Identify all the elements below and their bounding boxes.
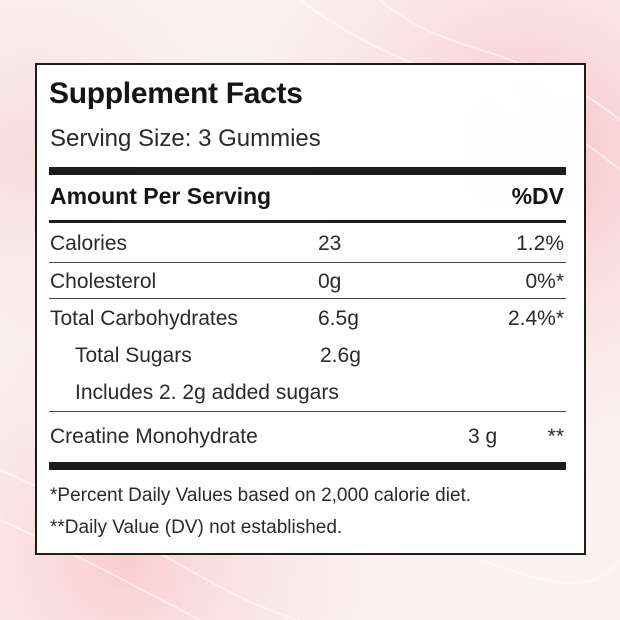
amount-per-serving-header: Amount Per Serving [50, 183, 272, 209]
row-name-total-sugars: Total Sugars [75, 344, 192, 367]
row-name-total-carbohydrates: Total Carbohydrates [50, 307, 238, 330]
row-name-added-sugars: Includes 2. 2g added sugars [75, 381, 339, 404]
row-amount-cholesterol: 0g [318, 270, 342, 293]
supplement-facts-panel: Supplement Facts Serving Size: 3 Gummies… [35, 63, 586, 555]
row-name-cholesterol: Cholesterol [50, 270, 157, 293]
footnote-dv-not-established: **Daily Value (DV) not established. [50, 517, 343, 538]
row-amount-total-sugars: 2.6g [320, 344, 361, 367]
divider-row [49, 298, 566, 299]
divider-thick-bottom [49, 462, 566, 470]
row-amount-calories: 23 [318, 232, 342, 255]
divider-thick-top [49, 167, 566, 175]
serving-size: Serving Size: 3 Gummies [50, 125, 321, 152]
row-amount-total-carbohydrates: 6.5g [318, 307, 359, 330]
label-title: Supplement Facts [49, 77, 303, 110]
footnote-percent-dv: *Percent Daily Values based on 2,000 cal… [50, 485, 472, 506]
dv-header: %DV [511, 183, 564, 209]
row-name-calories: Calories [50, 232, 128, 255]
divider-row [49, 262, 566, 263]
row-dv-total-carbohydrates: 2.4%* [507, 307, 564, 330]
row-amount-creatine-monohydrate: 3 g [468, 425, 498, 448]
row-dv-cholesterol: 0%* [525, 270, 564, 293]
divider-row [49, 411, 566, 412]
row-dv-creatine-monohydrate: ** [547, 425, 564, 448]
row-dv-calories: 1.2% [516, 232, 564, 255]
divider-header [49, 220, 566, 223]
row-name-creatine-monohydrate: Creatine Monohydrate [50, 425, 258, 448]
